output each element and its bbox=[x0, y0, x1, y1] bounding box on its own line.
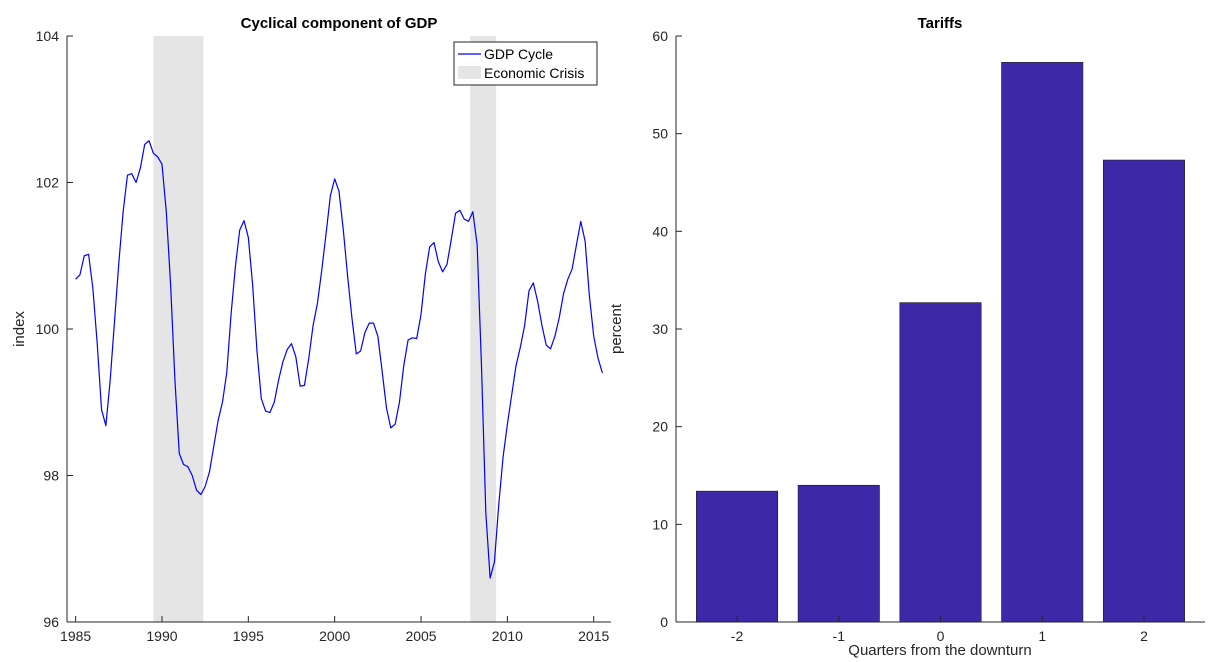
bar--2 bbox=[696, 490, 779, 623]
bar-ytick-label: 60 bbox=[652, 28, 668, 44]
bar-2 bbox=[1102, 159, 1185, 623]
legend-crisis-swatch bbox=[458, 66, 481, 79]
line-series-layer bbox=[75, 140, 603, 579]
line-ytick-label: 102 bbox=[36, 175, 60, 191]
line-ytick-label: 104 bbox=[36, 28, 60, 44]
line-xtick-label: 2010 bbox=[492, 628, 523, 644]
line-chart-ylabel: index bbox=[11, 311, 28, 347]
bar-xtick-label: -2 bbox=[731, 628, 744, 644]
bar--1 bbox=[797, 484, 880, 623]
line-xtick-label: 1995 bbox=[233, 628, 264, 644]
bar-ytick-label: 30 bbox=[652, 321, 668, 337]
line-chart-title: Cyclical component of GDP bbox=[241, 15, 438, 32]
bar-chart-title: Tariffs bbox=[918, 15, 963, 32]
bar-0 bbox=[899, 302, 982, 623]
bar-xtick-label: 2 bbox=[1140, 628, 1148, 644]
bar-layer bbox=[696, 62, 1185, 623]
bar-xtick-label: 0 bbox=[937, 628, 945, 644]
legend-crisis-label: Economic Crisis bbox=[484, 65, 584, 81]
line-xtick-label: 2000 bbox=[319, 628, 350, 644]
line-ticks: 1985 1990 1995 2000 2005 2010 2015 96 98 100 102 10… bbox=[36, 28, 610, 644]
bar-chart-xlabel: Quarters from the downturn bbox=[848, 642, 1031, 659]
bar-xtick-label: -1 bbox=[833, 628, 846, 644]
bar-xtick-label: 1 bbox=[1038, 628, 1046, 644]
crisis-band-1 bbox=[153, 36, 204, 622]
bar-ytick-label: 50 bbox=[652, 126, 668, 142]
crisis-band-2 bbox=[470, 36, 497, 622]
line-ytick-label: 98 bbox=[43, 468, 59, 484]
legend: GDP Cycle Economic Crisis bbox=[453, 41, 598, 86]
line-xtick-label: 2005 bbox=[405, 628, 436, 644]
bar-1 bbox=[1001, 62, 1084, 623]
line-xtick-label: 1990 bbox=[146, 628, 177, 644]
gdp-cycle-chart: Cyclical component of GDP index 1985 1990… bbox=[11, 15, 611, 644]
gdp-cycle-line bbox=[75, 140, 603, 579]
line-xtick-label: 1985 bbox=[60, 628, 91, 644]
bar-ytick-label: 0 bbox=[660, 614, 668, 630]
crisis-shading-layer bbox=[153, 36, 497, 622]
bar-ytick-label: 20 bbox=[652, 419, 668, 435]
line-xtick-label: 2015 bbox=[578, 628, 609, 644]
line-ytick-label: 96 bbox=[43, 614, 59, 630]
bar-ytick-label: 40 bbox=[652, 223, 668, 239]
bar-ytick-label: 10 bbox=[652, 516, 668, 532]
line-axes bbox=[66, 36, 611, 623]
tariffs-chart: Tariffs percent Quarters from the downtu… bbox=[608, 15, 1205, 659]
legend-gdp-cycle-label: GDP Cycle bbox=[484, 46, 553, 62]
bar-chart-ylabel: percent bbox=[608, 303, 625, 354]
line-ytick-label: 100 bbox=[36, 321, 60, 337]
